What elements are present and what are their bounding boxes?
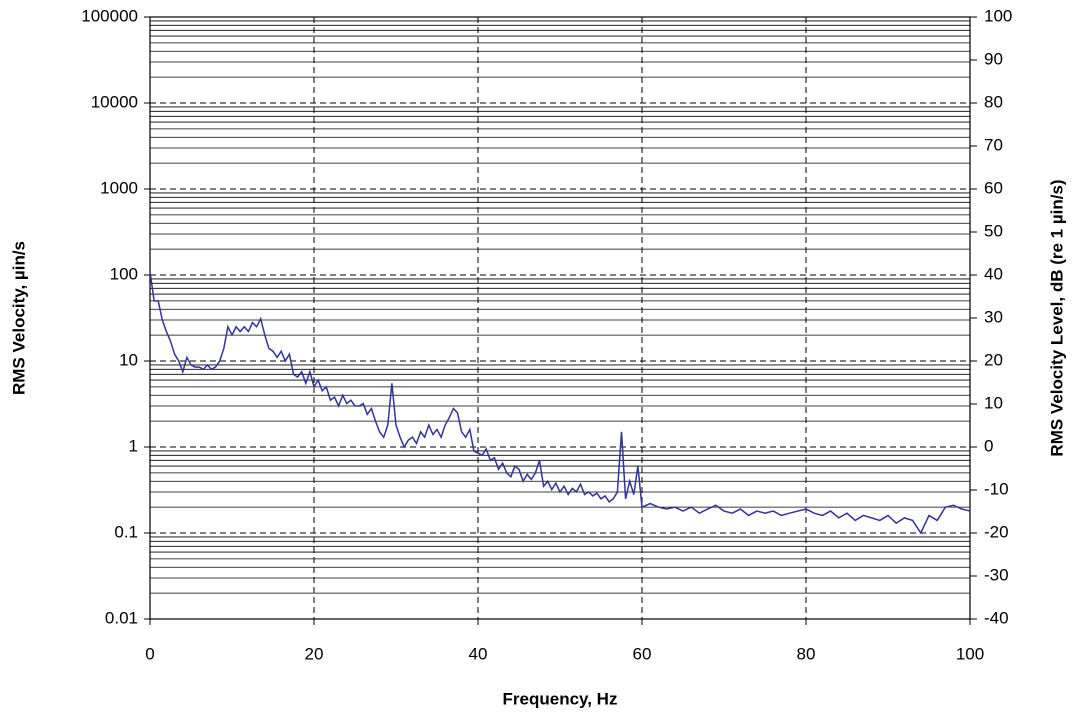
x-tick-label: 0: [145, 644, 154, 663]
y2-tick-label: -40: [984, 608, 1009, 627]
plot-frame: [149, 16, 971, 620]
y2-tick-label: 30: [984, 307, 1003, 326]
y-tick-label: 0.1: [114, 522, 138, 541]
y-tick-label: 10000: [91, 92, 138, 111]
y2-tick-label: 100: [984, 6, 1012, 25]
y-tick-label: 100: [110, 264, 138, 283]
y2-tick-label: 90: [984, 49, 1003, 68]
y2-tick-label: -30: [984, 565, 1009, 584]
y2-tick-label: 70: [984, 135, 1003, 154]
y2-tick-label: 50: [984, 221, 1003, 240]
x-axis-label: Frequency, Hz: [503, 689, 618, 708]
data-line: [149, 271, 971, 535]
y-axis-label: RMS Velocity, µin/s: [9, 241, 28, 395]
x-tick-label: 60: [633, 644, 652, 663]
y-tick-label: 1000: [100, 178, 138, 197]
y-tick-label: 0.01: [105, 608, 138, 627]
y2-tick-label: 40: [984, 264, 1003, 283]
y-tick-label: 100000: [81, 6, 138, 25]
y2-tick-label: -10: [984, 479, 1009, 498]
y2-tick-label: 10: [984, 393, 1003, 412]
y2-tick-label: -20: [984, 522, 1009, 541]
x-tick-label: 100: [956, 644, 984, 663]
y-tick-label: 1: [129, 436, 138, 455]
y2-tick-label: 0: [984, 436, 993, 455]
x-tick-label: 20: [305, 644, 324, 663]
y2-tick-label: 80: [984, 92, 1003, 111]
x-tick-label: 40: [469, 644, 488, 663]
y2-tick-label: 60: [984, 178, 1003, 197]
y-tick-label: 10: [119, 350, 138, 369]
y2-axis-label: RMS Velocity Level, dB (re 1 µin/s): [1047, 179, 1066, 456]
x-tick-label: 80: [797, 644, 816, 663]
y2-tick-label: 20: [984, 350, 1003, 369]
